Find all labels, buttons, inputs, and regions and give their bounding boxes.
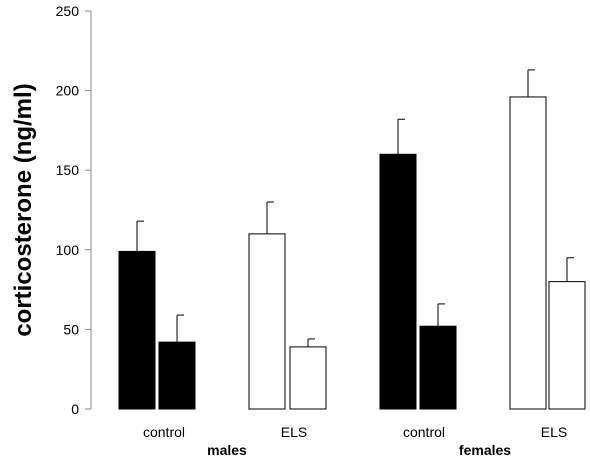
y-tick-label-0: 0	[71, 401, 79, 417]
y-tick-label-200: 200	[56, 83, 80, 99]
group-label-females: females	[459, 442, 511, 458]
bar-females-control-4	[379, 153, 417, 410]
bar-females-control-5	[419, 325, 457, 410]
y-tick-label-150: 150	[56, 162, 80, 178]
y-tick-label-50: 50	[63, 321, 79, 337]
category-label-3: ELS	[541, 424, 567, 440]
bar-males-els-2	[248, 233, 286, 410]
bar-males-control-1	[158, 341, 196, 410]
category-label-2: control	[403, 424, 445, 440]
category-labels: control ELS control ELS	[143, 424, 567, 440]
bar-females-els-7	[548, 281, 586, 410]
y-axis: 0 50 100 150 200 250	[56, 3, 92, 417]
y-tick-label-250: 250	[56, 3, 80, 19]
bars	[118, 69, 586, 410]
bar-females-els-6	[509, 96, 547, 410]
group-labels: males females	[207, 442, 511, 458]
group-label-males: males	[207, 442, 247, 458]
y-tick-label-100: 100	[56, 242, 80, 258]
bar-males-els-3	[289, 346, 327, 410]
category-label-0: control	[143, 424, 185, 440]
y-axis-title: corticosterone (ng/ml)	[10, 83, 37, 336]
bar-males-control-0	[118, 250, 156, 410]
category-label-1: ELS	[281, 424, 307, 440]
